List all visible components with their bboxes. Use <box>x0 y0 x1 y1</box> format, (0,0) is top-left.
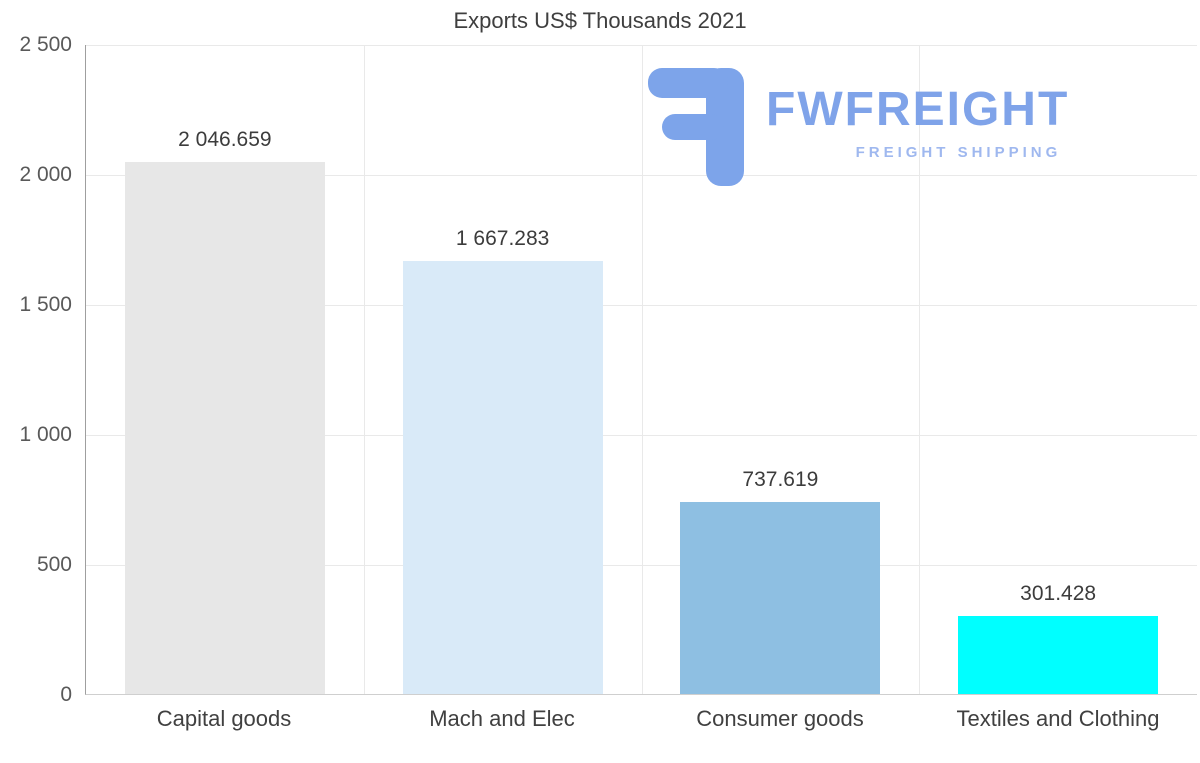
x-axis-label: Mach and Elec <box>429 706 575 731</box>
gridline-vertical <box>641 45 643 694</box>
bar-column-capital-goods: 2 046.659 <box>86 45 364 694</box>
bar-mach-and-elec <box>402 261 603 694</box>
fwfreight-logo: FWFREIGHT FREIGHT SHIPPING <box>648 68 1069 191</box>
chart-title: Exports US$ Thousands 2021 <box>453 8 747 33</box>
bar-value-label: 737.619 <box>742 468 819 491</box>
gridline-vertical <box>919 45 921 694</box>
fwfreight-logo-icon <box>648 68 744 191</box>
bar-textiles-and-clothing <box>958 616 1159 694</box>
x-axis-labels: Capital goods Mach and Elec Consumer goo… <box>85 706 1197 732</box>
y-tick-label: 1 500 <box>19 293 72 316</box>
bar-column-consumer-goods: 737.619 <box>642 45 920 694</box>
logo-tagline: FREIGHT SHIPPING <box>855 144 1062 161</box>
x-axis-label: Consumer goods <box>696 706 864 731</box>
bar-column-mach-and-elec: 1 667.283 <box>364 45 642 694</box>
x-axis-label: Capital goods <box>156 706 292 731</box>
bar-column-textiles-and-clothing: 301.428 <box>919 45 1197 694</box>
bar-value-label: 301.428 <box>1020 582 1097 605</box>
y-tick-label: 1 000 <box>19 423 72 446</box>
y-tick-label: 0 <box>60 683 72 706</box>
logo-text-block: FWFREIGHT FREIGHT SHIPPING <box>766 68 1070 162</box>
gridline-vertical <box>363 45 365 694</box>
y-tick-label: 2 500 <box>19 33 72 56</box>
y-tick-label: 500 <box>36 553 72 576</box>
bar-capital-goods <box>124 162 325 694</box>
plot-area: 2 046.659 1 667.283 737.619 301.428 <box>85 45 1197 695</box>
bar-consumer-goods <box>680 502 881 694</box>
bar-value-label: 2 046.659 <box>178 128 272 151</box>
x-axis-label: Textiles and Clothing <box>956 706 1160 731</box>
y-tick-label: 2 000 <box>19 163 72 186</box>
bar-value-label: 1 667.283 <box>455 227 550 250</box>
logo-wordmark: FWFREIGHT <box>766 83 1070 136</box>
